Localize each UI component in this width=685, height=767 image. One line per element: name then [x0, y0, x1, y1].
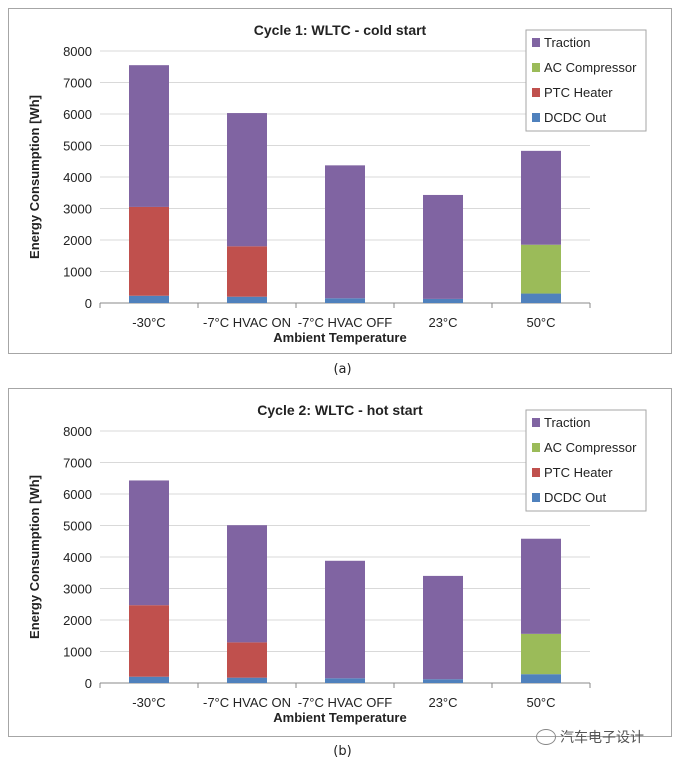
bar-traction	[521, 150, 561, 245]
x-tick-label: 50°C	[526, 315, 555, 330]
bar-dcdc-out	[325, 298, 365, 303]
bar-traction	[227, 113, 267, 247]
y-tick-label: 2000	[63, 613, 92, 628]
y-tick-label: 5000	[63, 519, 92, 534]
x-tick-label: -30°C	[132, 315, 165, 330]
legend-label: DCDC Out	[544, 110, 607, 125]
y-tick-label: 8000	[63, 424, 92, 439]
y-tick-label: 0	[85, 296, 92, 311]
chart-panel-cycle-1: Cycle 1: WLTC - cold start 0 1000 2000 3000 4…	[8, 8, 672, 354]
bar-ptc-heater	[129, 605, 169, 677]
wechat-icon	[536, 729, 556, 745]
y-tick-label: 5000	[63, 139, 92, 154]
legend-box	[525, 29, 647, 132]
legend-box	[525, 409, 647, 512]
bar-ptc-heater	[227, 642, 267, 678]
legend-label: AC Compressor	[544, 60, 637, 75]
legend-swatch	[532, 63, 540, 72]
bar-dcdc-out	[129, 295, 169, 303]
y-axis-label: Energy Consumption [Wh]	[27, 475, 42, 639]
y-tick-label: 6000	[63, 107, 92, 122]
x-tick-label: 23°C	[428, 695, 457, 710]
bar-dcdc-out	[129, 676, 169, 683]
x-tick-label: 50°C	[526, 695, 555, 710]
y-tick-label: 4000	[63, 170, 92, 185]
bar-traction	[423, 194, 463, 299]
x-tick-label: -7°C HVAC ON	[203, 315, 291, 330]
bar-traction	[423, 575, 463, 680]
x-tick-label: -7°C HVAC ON	[203, 695, 291, 710]
y-tick-label: 2000	[63, 233, 92, 248]
bar-traction	[325, 560, 365, 679]
y-tick-label: 4000	[63, 550, 92, 565]
x-tick-label: -30°C	[132, 695, 165, 710]
y-tick-label: 1000	[63, 645, 92, 660]
chart-panel-cycle-2: Cycle 2: WLTC - hot start 0 1000 2000 3000 40…	[8, 388, 672, 737]
bar-traction	[129, 480, 169, 606]
y-tick-label: 6000	[63, 487, 92, 502]
watermark-text: 汽车电子设计	[560, 730, 644, 746]
bar-traction	[521, 538, 561, 634]
legend-swatch	[532, 418, 540, 427]
y-tick-label: 8000	[63, 44, 92, 59]
x-tick-label: -7°C HVAC OFF	[298, 695, 393, 710]
legend-swatch	[532, 468, 540, 477]
bar-dcdc-out	[521, 293, 561, 303]
watermark: 汽车电子设计	[536, 727, 644, 747]
legend-label: PTC Heater	[544, 465, 613, 480]
y-tick-label: 3000	[63, 202, 92, 217]
legend-swatch	[532, 443, 540, 452]
bar-ptc-heater	[227, 246, 267, 297]
bar-ac-compressor	[521, 244, 561, 294]
legend-swatch	[532, 493, 540, 502]
chart-title: Cycle 2: WLTC - hot start	[257, 402, 423, 418]
chart-title: Cycle 1: WLTC - cold start	[254, 22, 427, 38]
y-tick-label: 7000	[63, 456, 92, 471]
x-tick-label: 23°C	[428, 315, 457, 330]
legend: Traction AC Compressor PTC Heater DCDC Out	[525, 29, 647, 132]
legend-label: Traction	[544, 35, 590, 50]
bar-ac-compressor	[521, 633, 561, 675]
bar-traction	[325, 165, 365, 299]
bar-dcdc-out	[423, 298, 463, 303]
caption-b: (b)	[333, 744, 352, 759]
bar-dcdc-out	[325, 678, 365, 683]
caption-a: (a)	[333, 362, 352, 377]
bar-dcdc-out	[423, 679, 463, 683]
legend-label: AC Compressor	[544, 440, 637, 455]
legend: Traction AC Compressor PTC Heater DCDC Out	[525, 409, 647, 512]
y-axis-label: Energy Consumption [Wh]	[27, 95, 42, 259]
x-axis-label: Ambient Temperature	[273, 330, 406, 345]
y-tick-label: 3000	[63, 582, 92, 597]
chart-cycle-1: Cycle 1: WLTC - cold start 0 1000 2000 3000 4…	[27, 22, 647, 345]
legend-swatch	[532, 38, 540, 47]
legend-label: DCDC Out	[544, 490, 607, 505]
legend-label: Traction	[544, 415, 590, 430]
bar-traction	[227, 525, 267, 643]
x-tick-label: -7°C HVAC OFF	[298, 315, 393, 330]
legend-label: PTC Heater	[544, 85, 613, 100]
x-axis-label: Ambient Temperature	[273, 710, 406, 725]
legend-swatch	[532, 113, 540, 122]
bar-traction	[129, 65, 169, 207]
bar-dcdc-out	[521, 674, 561, 683]
legend-swatch	[532, 88, 540, 97]
bar-dcdc-out	[227, 296, 267, 303]
y-tick-label: 7000	[63, 76, 92, 91]
y-tick-label: 0	[85, 676, 92, 691]
chart-cycle-2: Cycle 2: WLTC - hot start 0 1000 2000 3000 40…	[27, 402, 647, 725]
bar-dcdc-out	[227, 677, 267, 683]
y-tick-label: 1000	[63, 265, 92, 280]
bar-ptc-heater	[129, 206, 169, 296]
